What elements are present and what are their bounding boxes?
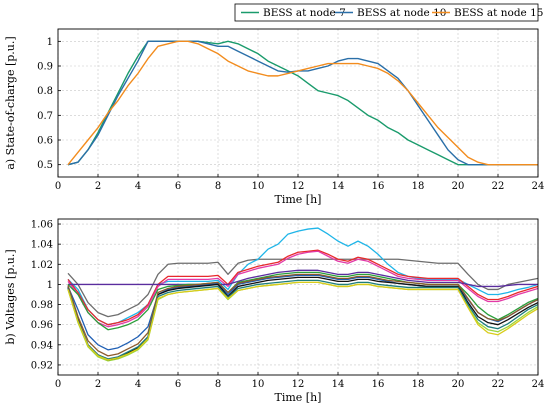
x-tick-label: 6: [175, 181, 181, 192]
x-tick-label: 0: [55, 181, 61, 192]
x-tick-label: 2: [95, 181, 101, 192]
y-axis-label: b) Voltages [p.u.]: [4, 249, 17, 344]
x-tick-label: 22: [492, 181, 505, 192]
series-line-12: [67, 281, 538, 361]
x-tick-label: 20: [452, 181, 465, 192]
y-tick-label: 0.6: [37, 136, 53, 147]
x-tick-label: 8: [215, 379, 221, 390]
y-tick-label: 0.96: [31, 320, 53, 331]
series-line-10: [67, 273, 538, 357]
x-tick-label: 16: [372, 181, 385, 192]
y-tick-label: 0.9: [37, 62, 53, 73]
x-tick-label: 6: [175, 379, 181, 390]
x-tick-label: 14: [332, 181, 345, 192]
y-tick-label: 1.04: [31, 240, 53, 251]
x-tick-label: 12: [292, 181, 305, 192]
x-tick-label: 20: [452, 379, 465, 390]
series-line-3: [67, 40, 538, 166]
series-line-4: [67, 250, 538, 328]
series-group: [67, 40, 538, 166]
legend: BESS at node 7 BESS at node 10 BESS at nod…: [234, 3, 543, 22]
y-tick-label: 0.92: [31, 360, 53, 371]
series-line-5: [68, 269, 538, 288]
series-line-3: [67, 249, 538, 326]
series-group: [67, 227, 538, 362]
x-tick-label: 18: [412, 181, 425, 192]
y-tick-label: 0.94: [31, 340, 53, 351]
y-tick-label: 0.5: [37, 160, 53, 171]
x-tick-label: 10: [252, 379, 265, 390]
legend-box: [234, 3, 539, 22]
x-tick-label: 16: [372, 379, 385, 390]
legend-label: BESS at node 15: [454, 7, 543, 19]
x-tick-label: 24: [532, 181, 545, 192]
x-tick-label: 22: [492, 379, 505, 390]
series-line-1: [67, 258, 538, 318]
series-line-2: [67, 40, 538, 166]
x-tick-label: 4: [135, 379, 141, 390]
series-line-1: [67, 40, 538, 166]
x-tick-label: 18: [412, 379, 425, 390]
y-tick-label: 1: [47, 37, 53, 48]
x-axis-label: Time [h]: [275, 193, 322, 206]
panel-b: 0 2 4 6 8 10 12 14 16 18 20 22 240.920.940.960.9811.…: [4, 218, 545, 404]
x-tick-label: 0: [55, 379, 61, 390]
x-tick-label: 14: [332, 379, 345, 390]
series-line-2: [67, 227, 538, 326]
x-tick-label: 12: [292, 379, 305, 390]
y-tick-label: 0.7: [37, 111, 53, 122]
legend-label: BESS at node 7: [263, 7, 346, 19]
x-axis-label: Time [h]: [275, 391, 322, 404]
y-tick-label: 1.06: [31, 220, 53, 231]
y-tick-label: 1.02: [31, 260, 53, 271]
y-tick-label: 1: [47, 280, 53, 291]
panel-a: 0 2 4 6 8 10 12 14 16 18 20 22 240.50.60.70.80.91Tim…: [4, 3, 545, 206]
series-line-11: [67, 279, 538, 360]
y-tick-label: 0.8: [37, 86, 53, 97]
x-tick-label: 10: [252, 181, 265, 192]
x-tick-label: 8: [215, 181, 221, 192]
y-axis-label: a) State-of-charge [p.u.]: [4, 36, 17, 169]
legend-label: BESS at node 10: [357, 7, 446, 19]
x-tick-label: 24: [532, 379, 545, 390]
x-tick-label: 2: [95, 379, 101, 390]
x-tick-label: 4: [135, 181, 141, 192]
y-tick-label: 0.98: [31, 300, 53, 311]
